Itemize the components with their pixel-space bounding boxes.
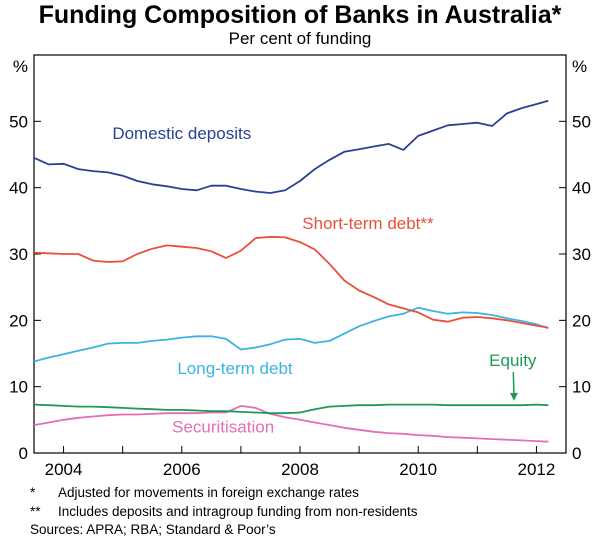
y-tick-label-right: 30 [572,245,591,264]
y-tick-label-left: 30 [9,245,28,264]
footnote-1-mark: * [30,485,36,500]
y-tick-label-left: 50 [9,112,28,131]
annotation-layer: Domestic deposits Short-term debt** Long-t… [112,124,537,436]
series-line-domestic-deposits [33,99,549,194]
series-line-long-term-debt [33,306,549,363]
chart-title: Funding Composition of Banks in Australi… [38,1,562,29]
equity-arrow-shaft [512,372,515,395]
series-label-long-term-debt: Long-term debt [177,359,293,378]
y-tick-label-right: 50 [572,112,591,131]
y-axis-unit-right: % [572,57,587,76]
y-tick-label-left: 40 [9,179,28,198]
series-line-securitisation [33,404,549,443]
equity-arrow-head [509,392,518,401]
footnotes: * Adjusted for movements in foreign excha… [30,484,417,540]
footnote-1-text: Adjusted for movements in foreign exchan… [58,485,359,500]
y-tick-label-right: 10 [572,378,591,397]
x-tick-label: 2010 [399,460,437,479]
plot-border [33,54,567,454]
y-axis-unit-left: % [13,57,28,76]
footnote-2-mark: ** [30,503,41,519]
series-label-domestic-deposits: Domestic deposits [112,124,251,143]
x-tick-label: 2006 [163,460,201,479]
series-label-equity: Equity [489,351,537,370]
series-layer [33,99,549,443]
x-tick-label: 2012 [518,460,556,479]
axes: 0 0 10 10 20 20 30 30 40 40 50 50% % 2004 2006 2008 2010… [9,57,591,479]
x-tick-label: 2004 [45,460,83,479]
y-tick-label-left: 0 [19,444,28,463]
footnote-2-text: Includes deposits and intragroup funding… [58,503,418,519]
y-tick-label-right: 40 [572,179,591,198]
y-tick-label-left: 10 [9,378,28,397]
plot-frame [33,54,567,454]
series-label-short-term-debt: Short-term debt** [302,214,434,233]
series-line-equity [33,403,549,415]
y-tick-label-right: 20 [572,311,591,330]
x-tick-label: 2008 [281,460,319,479]
series-label-securitisation: Securitisation [172,417,274,436]
y-tick-label-right: 0 [572,444,581,463]
chart-subtitle: Per cent of funding [228,29,372,48]
footnote-2: ** Includes deposits and intragroup fundi… [30,503,417,522]
sources: Sources: APRA; RBA; Standard & Poor’s [30,522,276,537]
y-tick-label-left: 20 [9,311,28,330]
footnote-1: * Adjusted for movements in foreign excha… [30,484,417,503]
series-line-short-term-debt [33,235,549,329]
